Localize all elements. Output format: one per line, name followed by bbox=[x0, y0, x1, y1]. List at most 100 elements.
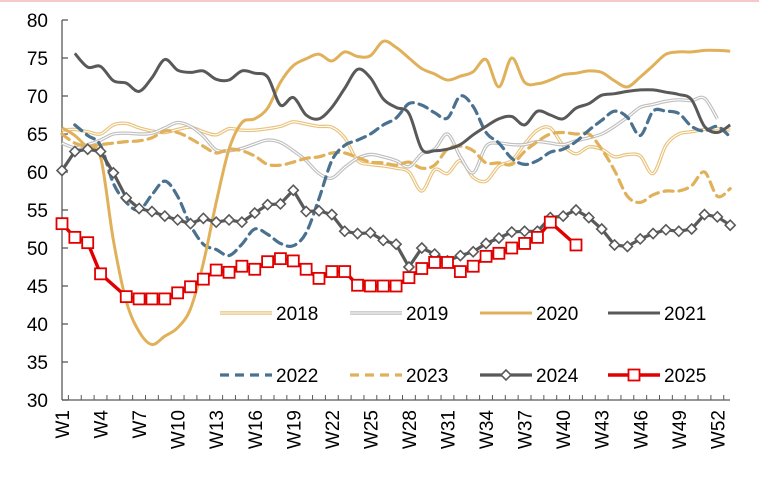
data-point-2025 bbox=[531, 230, 544, 244]
legend-label: 2019 bbox=[406, 304, 448, 325]
data-point-2024 bbox=[338, 225, 351, 238]
data-point-2025 bbox=[453, 265, 467, 278]
y-tick-label: 35 bbox=[27, 353, 48, 374]
legend-item-2019: 2019 bbox=[350, 304, 448, 325]
axes: 30 35 40 45 50 55 60 65 70 75 80 W1 W4 W7 W10 W13 W16 W19… bbox=[27, 11, 730, 449]
data-point-2025 bbox=[569, 238, 583, 252]
series-line-2022 bbox=[73, 94, 732, 258]
series-layer bbox=[55, 39, 737, 347]
data-point-2024 bbox=[94, 145, 107, 158]
x-tick-label: W31 bbox=[439, 410, 460, 449]
y-tick-label: 60 bbox=[27, 163, 48, 184]
data-point-2025 bbox=[81, 236, 95, 250]
data-point-2024 bbox=[222, 213, 236, 227]
legend-item-2023: 2023 bbox=[350, 366, 448, 387]
x-tick-label: W46 bbox=[631, 410, 652, 449]
data-point-2024 bbox=[698, 208, 711, 221]
data-point-2025 bbox=[415, 262, 429, 275]
x-tick-label: W28 bbox=[400, 410, 421, 449]
data-point-2024 bbox=[415, 241, 428, 255]
data-point-2024 bbox=[145, 205, 159, 218]
data-point-2024 bbox=[184, 217, 197, 230]
data-point-2025 bbox=[209, 263, 223, 277]
x-tick-label: W25 bbox=[361, 410, 382, 449]
data-point-2024 bbox=[120, 191, 133, 204]
data-point-2025 bbox=[312, 271, 326, 285]
x-tick-label: W52 bbox=[708, 410, 729, 449]
data-point-2024 bbox=[685, 222, 698, 236]
x-tick-label: W43 bbox=[593, 410, 614, 449]
data-point-2024 bbox=[235, 216, 249, 229]
series-2018 bbox=[61, 120, 731, 193]
data-point-2025 bbox=[196, 272, 210, 286]
data-point-2024 bbox=[287, 184, 300, 197]
series-2021 bbox=[73, 52, 732, 154]
data-point-2024 bbox=[505, 225, 518, 239]
series-line-inner-2019 bbox=[61, 96, 718, 179]
x-tick-label: W49 bbox=[670, 410, 691, 449]
top-border bbox=[0, 0, 759, 2]
data-point-2025 bbox=[222, 265, 236, 279]
data-point-2025 bbox=[158, 292, 172, 306]
data-point-2024 bbox=[300, 205, 313, 218]
data-point-2024 bbox=[274, 197, 287, 211]
series-line-2023 bbox=[60, 129, 732, 205]
data-point-2024 bbox=[492, 231, 506, 245]
data-point-2025 bbox=[274, 252, 287, 266]
legend-label: 2018 bbox=[276, 304, 318, 325]
data-point-2025 bbox=[543, 215, 557, 229]
data-point-2025 bbox=[132, 292, 146, 306]
data-point-2024 bbox=[132, 202, 146, 215]
data-point-2025 bbox=[441, 256, 454, 269]
legend-marker-diamond bbox=[499, 368, 513, 382]
y-tick-label: 80 bbox=[27, 11, 48, 32]
data-point-2025 bbox=[466, 259, 480, 273]
series-line-2021 bbox=[73, 52, 732, 154]
data-point-2024 bbox=[312, 204, 326, 217]
y-tick-label: 45 bbox=[27, 277, 48, 298]
y-tick-label: 70 bbox=[27, 87, 48, 108]
data-point-2025 bbox=[119, 290, 133, 304]
data-point-2025 bbox=[428, 256, 442, 269]
series-line-2020 bbox=[61, 39, 731, 347]
x-tick-label: W16 bbox=[246, 410, 267, 449]
x-tick-label: W22 bbox=[323, 410, 344, 449]
legend-item-2018: 2018 bbox=[220, 304, 318, 325]
data-point-2025 bbox=[286, 254, 300, 268]
data-point-2024 bbox=[55, 164, 69, 177]
series-2025 bbox=[55, 215, 583, 306]
data-point-2024 bbox=[569, 203, 583, 217]
data-point-2025 bbox=[145, 292, 159, 306]
data-point-2024 bbox=[467, 245, 480, 258]
data-point-2024 bbox=[351, 227, 364, 240]
data-point-2024 bbox=[724, 219, 737, 232]
legend-label: 2021 bbox=[664, 304, 706, 325]
data-point-2024 bbox=[608, 238, 621, 252]
data-point-2024 bbox=[377, 234, 390, 247]
data-point-2025 bbox=[94, 267, 107, 281]
x-tick-label: W4 bbox=[92, 410, 113, 439]
series-2019 bbox=[61, 95, 719, 181]
data-point-2025 bbox=[171, 286, 185, 300]
data-point-2024 bbox=[107, 166, 120, 179]
y-tick-label: 75 bbox=[27, 49, 48, 70]
data-point-2024 bbox=[454, 249, 467, 262]
data-point-2025 bbox=[68, 230, 82, 244]
data-point-2025 bbox=[299, 262, 313, 276]
x-tick-label: W19 bbox=[284, 410, 305, 449]
data-point-2025 bbox=[261, 255, 275, 269]
legend-label: 2023 bbox=[406, 366, 448, 387]
legend-item-2022: 2022 bbox=[220, 366, 318, 387]
legend-label: 2024 bbox=[536, 366, 579, 387]
legend-item-2020: 2020 bbox=[480, 304, 578, 325]
data-point-2024 bbox=[325, 208, 338, 221]
x-tick-label: W40 bbox=[554, 410, 575, 449]
data-point-2024 bbox=[621, 240, 634, 253]
series-2020 bbox=[61, 39, 731, 347]
x-tick-label: W34 bbox=[477, 410, 498, 450]
data-point-2024 bbox=[210, 216, 223, 229]
data-point-2024 bbox=[171, 213, 184, 227]
data-point-2024 bbox=[672, 225, 685, 238]
data-point-2025 bbox=[351, 278, 364, 292]
